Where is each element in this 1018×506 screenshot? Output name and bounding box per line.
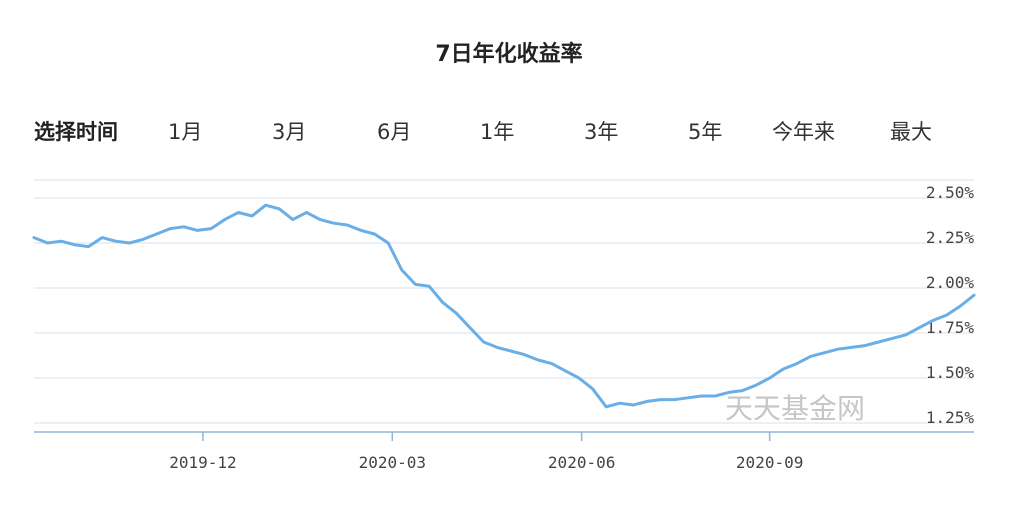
watermark-text: 天天基金网 [725, 392, 865, 425]
range-option-5y[interactable]: 5年 [688, 120, 723, 144]
range-option-max[interactable]: 最大 [890, 120, 932, 144]
x-tick-label: 2020-09 [736, 453, 803, 472]
y-tick-label: 1.25% [926, 408, 975, 427]
range-selector-label: 选择时间 [34, 120, 118, 144]
y-tick-label: 2.00% [926, 273, 975, 292]
x-tick-label: 2020-03 [359, 453, 426, 472]
grid-lines [34, 179, 974, 433]
y-tick-label: 1.50% [926, 363, 975, 382]
x-tick-label: 2020-06 [548, 453, 615, 472]
y-tick-label: 1.75% [926, 318, 975, 337]
y-axis-ticks: 2.50% 2.25% 2.00% 1.75% 1.50% 1.25% [926, 183, 975, 427]
range-option-6m[interactable]: 6月 [377, 120, 412, 144]
series-line [32, 203, 976, 409]
y-tick-label: 2.50% [926, 183, 975, 202]
range-option-3m[interactable]: 3月 [272, 120, 307, 144]
range-option-ytd[interactable]: 今年来 [772, 120, 835, 144]
x-axis-ticks: 2019-12 2020-03 2020-06 2020-09 [169, 432, 803, 472]
range-option-3y[interactable]: 3年 [584, 120, 619, 144]
range-selector: 选择时间 1月 3月 6月 1年 3年 5年 今年来 最大 [0, 112, 1018, 152]
range-option-1m[interactable]: 1月 [168, 120, 203, 144]
x-tick-label: 2019-12 [169, 453, 236, 472]
chart-title: 7日年化收益率 [435, 42, 583, 67]
y-tick-label: 2.25% [926, 228, 975, 247]
range-option-1y[interactable]: 1年 [480, 120, 515, 144]
